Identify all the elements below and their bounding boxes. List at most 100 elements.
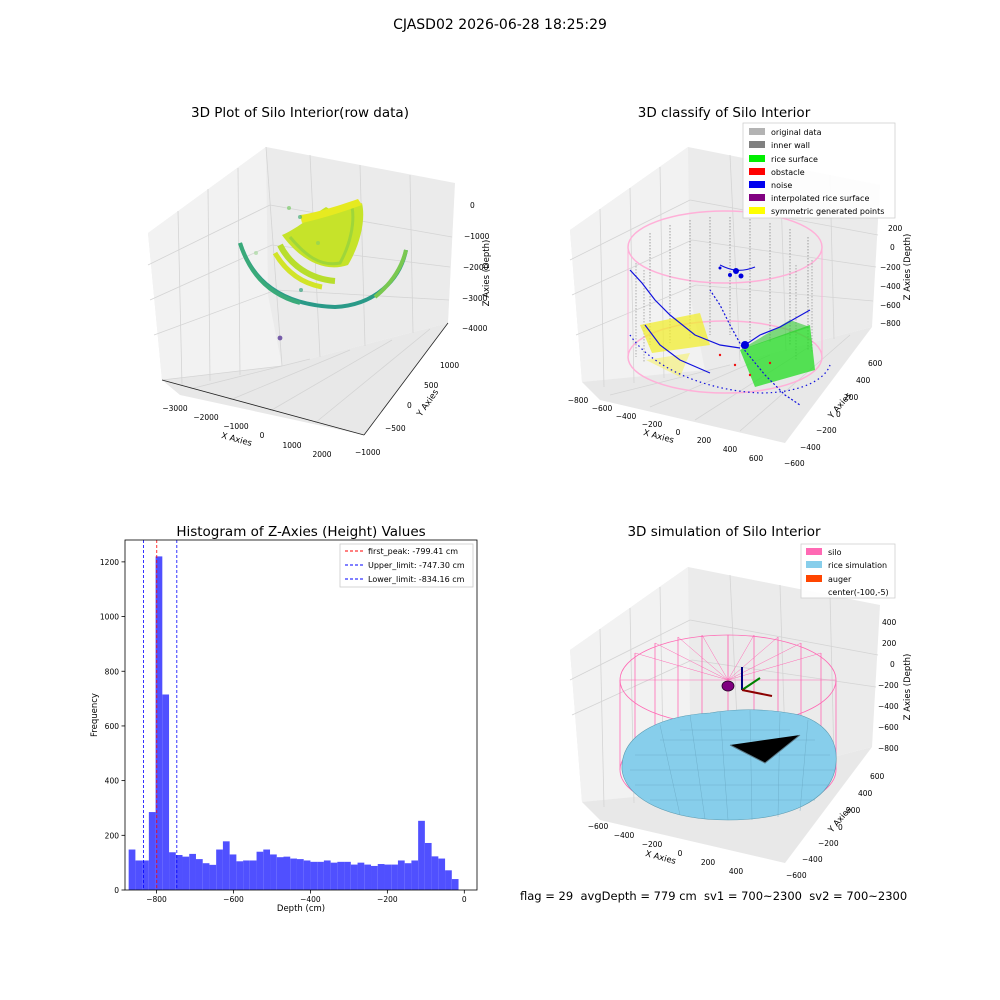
y-tick-label: 0 xyxy=(114,886,119,895)
y-axis-label: Frequency xyxy=(90,693,100,737)
chart-title: 3D Plot of Silo Interior(row data) xyxy=(191,105,409,121)
legend-label: first_peak: -799.41 cm xyxy=(368,547,458,556)
y-axis-label: Y Axies xyxy=(415,387,442,419)
z-tick-labels: 200 0 −200 −400 −600 −800 xyxy=(880,224,903,328)
y-tick-label: 200 xyxy=(105,831,120,840)
legend-label: rice surface xyxy=(771,155,818,164)
histogram-bar xyxy=(169,852,176,890)
histogram-bar xyxy=(438,858,446,890)
x-tick: −600 xyxy=(592,404,613,413)
z-tick: 200 xyxy=(888,224,903,233)
legend-label: center(-100,-5) xyxy=(828,588,889,597)
histogram-bar xyxy=(445,870,452,890)
y-tick: 400 xyxy=(858,789,873,798)
histogram-bar xyxy=(317,861,324,890)
x-tick: −2000 xyxy=(193,413,219,422)
x-tick-labels: −800 −600 −400 −200 0 200 400 600 xyxy=(568,396,764,463)
x-tick: 400 xyxy=(723,445,738,454)
legend-label: interpolated rice surface xyxy=(771,194,869,203)
y-ticks: 0 200 400 600 800 1000 1200 xyxy=(100,558,125,895)
histogram-bar xyxy=(182,856,190,890)
z-tick: −2000 xyxy=(463,263,489,272)
z-tick: −400 xyxy=(878,702,899,711)
z-tick: −3000 xyxy=(462,294,488,303)
x-tick: 400 xyxy=(729,867,744,876)
legend-label: noise xyxy=(771,181,792,190)
grid-lines xyxy=(147,146,453,424)
rice-points xyxy=(238,199,408,310)
histogram-bar xyxy=(283,856,291,890)
legend-label: symmetric generated points xyxy=(771,207,884,216)
x-tick: −200 xyxy=(642,840,663,849)
axis-pane-back xyxy=(148,147,455,435)
y-tick: −600 xyxy=(784,459,805,468)
y-tick: 0 xyxy=(836,410,841,419)
histogram-bar xyxy=(142,860,149,890)
y-tick: 1000 xyxy=(440,361,459,370)
x-tick: −400 xyxy=(616,412,637,421)
status-footer: flag = 29 avgDepth = 779 cm sv1 = 700~23… xyxy=(520,889,908,903)
y-tick-label: 1200 xyxy=(100,558,119,567)
z-tick: 0 xyxy=(890,243,895,252)
histogram-bar xyxy=(357,862,365,890)
x-tick: 200 xyxy=(697,436,712,445)
x-tick: 2000 xyxy=(312,450,331,459)
y-tick-labels: 1000 500 0 −500 −1000 xyxy=(355,361,459,457)
histogram-bar xyxy=(364,864,372,890)
legend-label: Lower_limit: -834.16 cm xyxy=(368,575,465,584)
legend-box: first_peak: -799.41 cm Upper_limit: -747… xyxy=(339,543,474,588)
chart-raw-3d: 3D Plot of Silo Interior(row data) xyxy=(147,105,492,459)
y-tick: 200 xyxy=(844,393,859,402)
x-tick: 0 xyxy=(676,428,681,437)
legend-box: silo rice simulation auger center(-100,-… xyxy=(800,543,896,599)
x-tick-labels: −600 −400 −200 0 200 400 xyxy=(588,822,744,876)
legend-box: original data inner wall rice surface ob… xyxy=(742,122,896,219)
histogram-bar xyxy=(236,861,244,890)
z-tick: −4000 xyxy=(462,324,488,333)
histogram-bar xyxy=(404,863,412,890)
z-axis-label: Z Axies (Depth) xyxy=(482,240,492,307)
y-tick: 200 xyxy=(846,806,861,815)
y-tick: 500 xyxy=(424,381,439,390)
z-tick: −1000 xyxy=(464,232,490,241)
histogram-bar xyxy=(371,865,378,890)
z-tick: 0 xyxy=(470,201,475,210)
z-tick: −800 xyxy=(878,744,899,753)
histogram-bar xyxy=(195,859,203,890)
y-tick: 600 xyxy=(868,359,883,368)
legend-label: obstacle xyxy=(771,168,805,177)
z-tick: −800 xyxy=(880,319,901,328)
x-tick: −400 xyxy=(614,831,635,840)
histogram-bar xyxy=(290,858,297,890)
histogram-bar xyxy=(222,841,230,890)
histogram-bar xyxy=(391,864,398,890)
noise-cluster xyxy=(718,266,749,349)
y-tick-label: 800 xyxy=(105,667,120,676)
z-tick-labels: 0 −1000 −2000 −3000 −4000 xyxy=(462,201,490,333)
histogram-bar xyxy=(344,861,351,890)
histogram-bar xyxy=(451,879,459,890)
histogram-bar xyxy=(270,854,277,890)
y-tick-label: 600 xyxy=(105,722,120,731)
y-tick: −200 xyxy=(816,426,837,435)
histogram-bar xyxy=(276,857,284,890)
x-tick-label: 0 xyxy=(462,895,467,904)
y-tick: 0 xyxy=(838,823,843,832)
histogram-bar xyxy=(263,849,271,890)
legend-label: Upper_limit: -747.30 cm xyxy=(368,561,465,570)
histogram-bar xyxy=(330,862,338,890)
x-tick-label: −800 xyxy=(146,895,167,904)
histogram-bar xyxy=(216,849,223,890)
histogram-bar xyxy=(377,864,385,890)
plot-frame xyxy=(124,539,478,891)
histogram-bar xyxy=(209,864,217,890)
auger-marker xyxy=(721,667,773,697)
x-axis-label: X Axies xyxy=(220,431,253,449)
histogram-bar xyxy=(162,694,170,890)
histogram-bar xyxy=(243,860,250,890)
z-tick: −600 xyxy=(880,301,901,310)
y-tick-labels: 600 400 200 0 −200 −400 −600 xyxy=(786,772,885,880)
histogram-bar xyxy=(202,863,210,890)
x-tick-label: −600 xyxy=(223,895,244,904)
histogram-bar xyxy=(431,856,439,890)
